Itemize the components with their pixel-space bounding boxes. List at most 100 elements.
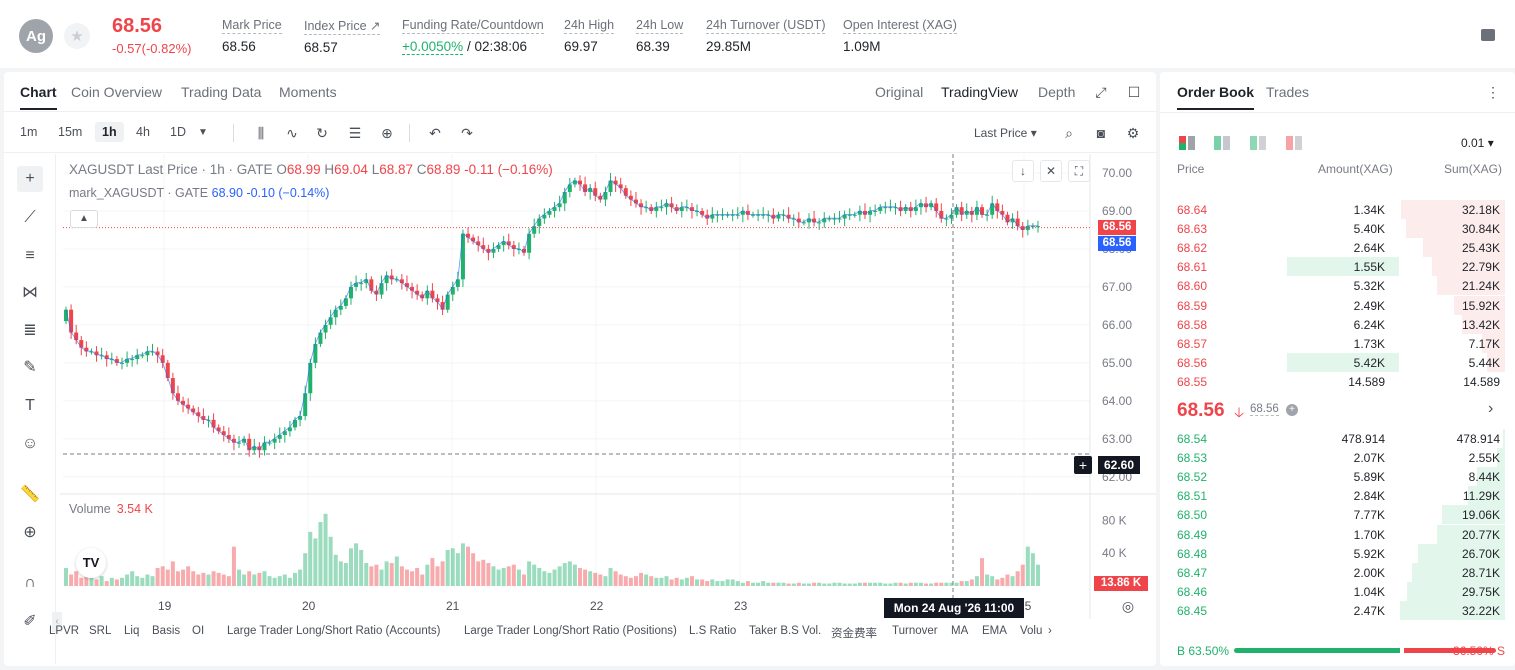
tab-coin-overview[interactable]: Coin Overview [71,84,163,100]
bid-row[interactable]: 68.52 5.89K 8.44K [1170,467,1505,487]
bid-row[interactable]: 68.45 2.47K 32.22K [1170,600,1505,620]
timeframe-15m[interactable]: 15m [58,125,83,139]
indicator-liq[interactable]: Liq [124,625,140,637]
timeframe-1h[interactable]: 1h [95,122,124,142]
indicator-taker-vol[interactable]: Taker B.S Vol. [749,625,822,637]
collapse-legend-button[interactable]: ▲ [70,210,98,228]
zoom-icon[interactable]: ⊕ [23,524,37,541]
indicator-volume[interactable]: Volu [1020,625,1043,637]
book-icon[interactable] [1481,29,1495,41]
text-icon[interactable]: T [25,397,35,414]
window-icon[interactable]: ☐ [1127,84,1141,100]
timeframe-1d[interactable]: 1D [170,125,186,139]
tab-moments[interactable]: Moments [279,84,337,100]
view-tab-depth[interactable]: Depth [1038,84,1076,100]
pattern-icon[interactable]: ⋈ [22,284,38,301]
magnet-icon[interactable]: ∩ [24,574,36,591]
tab-chart[interactable]: Chart [20,84,57,110]
stat-index-price[interactable]: Index Price ↗ 68.57 [304,18,381,55]
ask-row[interactable]: 68.56 5.42K 5.44K [1170,352,1505,372]
undo-icon[interactable]: ↶ [429,125,441,141]
bid-row[interactable]: 68.51 2.84K 11.29K [1170,486,1505,506]
settings-target-icon[interactable]: ◎ [1121,598,1135,614]
star-icon[interactable]: ★ [64,23,90,49]
price-source-select[interactable]: Last Price ▾ [974,126,1037,140]
emoji-icon[interactable]: ☺ [21,435,39,452]
indicator-oi[interactable]: OI [192,625,205,637]
ask-row[interactable]: 68.57 1.73K 7.17K [1170,333,1505,353]
crosshair-icon[interactable]: + [17,166,43,192]
lock-icon[interactable]: ✐ [23,613,37,630]
timeframe-1m[interactable]: 1m [20,125,38,139]
stat-value: 69.97 [564,39,598,54]
ask-row[interactable]: 68.55 14.589 14.589 [1170,372,1505,391]
chevron-right-icon[interactable]: › [1048,625,1052,637]
indicator-basis[interactable]: Basis [152,625,181,637]
bid-row[interactable]: 68.53 2.07K 2.55K [1170,448,1505,468]
bid-row[interactable]: 68.50 7.77K 19.06K [1170,505,1505,525]
tradingview-logo[interactable]: TV [76,548,106,578]
bid-row[interactable]: 68.46 1.04K 29.75K [1170,581,1505,601]
collapse-icon[interactable]: ✕ [1040,160,1062,182]
candle-body [354,283,359,287]
bid-row[interactable]: 68.48 5.92K 26.70K [1170,543,1505,563]
redo-icon[interactable]: ↷ [461,125,473,141]
brush-icon[interactable]: ✎ [23,359,37,376]
indicator-large-trader-positions[interactable]: Large Trader Long/Short Ratio (Positions… [464,625,677,637]
bid-row[interactable]: 68.47 2.00K 28.71K [1170,562,1505,582]
candle-body [618,184,623,189]
chevron-right-icon[interactable]: › [1488,400,1494,417]
indicators-icon[interactable]: ∿ [286,125,298,141]
bid-row[interactable]: 68.54 478.914 478.914 [1170,429,1505,448]
bids-only-icon[interactable] [1214,136,1232,150]
more-icon[interactable]: ⋮ [1486,84,1500,100]
candle-type-icon[interactable]: ⫼ [257,125,265,141]
tab-trades[interactable]: Trades [1266,84,1310,100]
asks-only-icon[interactable] [1286,136,1304,150]
search-icon[interactable]: ⌕ [1065,125,1073,141]
ask-row[interactable]: 68.59 2.49K 15.92K [1170,295,1505,315]
both-sides-icon[interactable] [1179,136,1197,150]
indicator-large-trader-accounts[interactable]: Large Trader Long/Short Ratio (Accounts) [227,625,441,637]
tick-size-select[interactable]: 0.01 ▾ [1461,136,1494,150]
volume-bar [674,577,679,586]
indicator-funding-rate[interactable]: 资金费率 [831,628,877,640]
indicator-srl[interactable]: SRL [89,625,112,637]
chevron-down-icon[interactable]: ▼ [198,127,208,138]
tab-order-book[interactable]: Order Book [1177,84,1255,110]
add-alert-icon[interactable]: + [1074,456,1092,474]
fullscreen-icon[interactable]: ⛶ [1068,160,1090,182]
compare-icon[interactable]: ↻ [316,125,328,141]
ask-row[interactable]: 68.58 6.24K 13.42K [1170,314,1505,334]
hlines-icon[interactable]: ≡ [25,247,35,264]
indicator-lpvr[interactable]: LPVR [49,625,80,637]
camera-icon[interactable]: ◙ [1096,125,1106,141]
ask-row[interactable]: 68.64 1.34K 32.18K [1170,200,1505,219]
ruler-icon[interactable]: 📏 [20,486,40,503]
bid-row[interactable]: 68.49 1.70K 20.77K [1170,524,1505,544]
template-icon[interactable]: ☰ [348,125,362,141]
bids-only-alt-icon[interactable] [1250,136,1268,150]
timeframe-4h[interactable]: 4h [136,125,150,139]
expand-sidebar-icon[interactable]: ‹ [52,612,62,632]
view-tab-original[interactable]: Original [875,84,924,100]
view-tab-tradingview[interactable]: TradingView [941,84,1019,100]
ask-row[interactable]: 68.61 1.55K 22.79K [1170,257,1505,277]
ask-row[interactable]: 68.60 5.32K 21.24K [1170,276,1505,296]
info-icon[interactable]: + [1286,404,1298,416]
indicator-ma[interactable]: MA [951,625,969,637]
expand-icon[interactable]: ⤢ [1095,84,1107,100]
add-icon[interactable]: ⊕ [381,125,393,141]
indicator-turnover[interactable]: Turnover [892,625,938,637]
price-chart[interactable]: 70.0069.0068.0067.0066.0065.0064.0063.00… [60,154,1156,666]
indicator-ls-ratio[interactable]: L.S Ratio [689,625,737,637]
gear-icon[interactable]: ⚙ [1126,125,1140,141]
trendline-icon[interactable]: ⟋ [24,209,36,226]
chart-canvas[interactable]: 70.0069.0068.0067.0066.0065.0064.0063.00… [60,154,1156,619]
scroll-down-icon[interactable]: ↓ [1012,160,1034,182]
tab-trading-data[interactable]: Trading Data [181,84,262,100]
ask-row[interactable]: 68.63 5.40K 30.84K [1170,219,1505,239]
indicator-ema[interactable]: EMA [982,625,1007,637]
fib-icon[interactable]: ≣ [23,322,37,339]
ask-row[interactable]: 68.62 2.64K 25.43K [1170,238,1505,258]
